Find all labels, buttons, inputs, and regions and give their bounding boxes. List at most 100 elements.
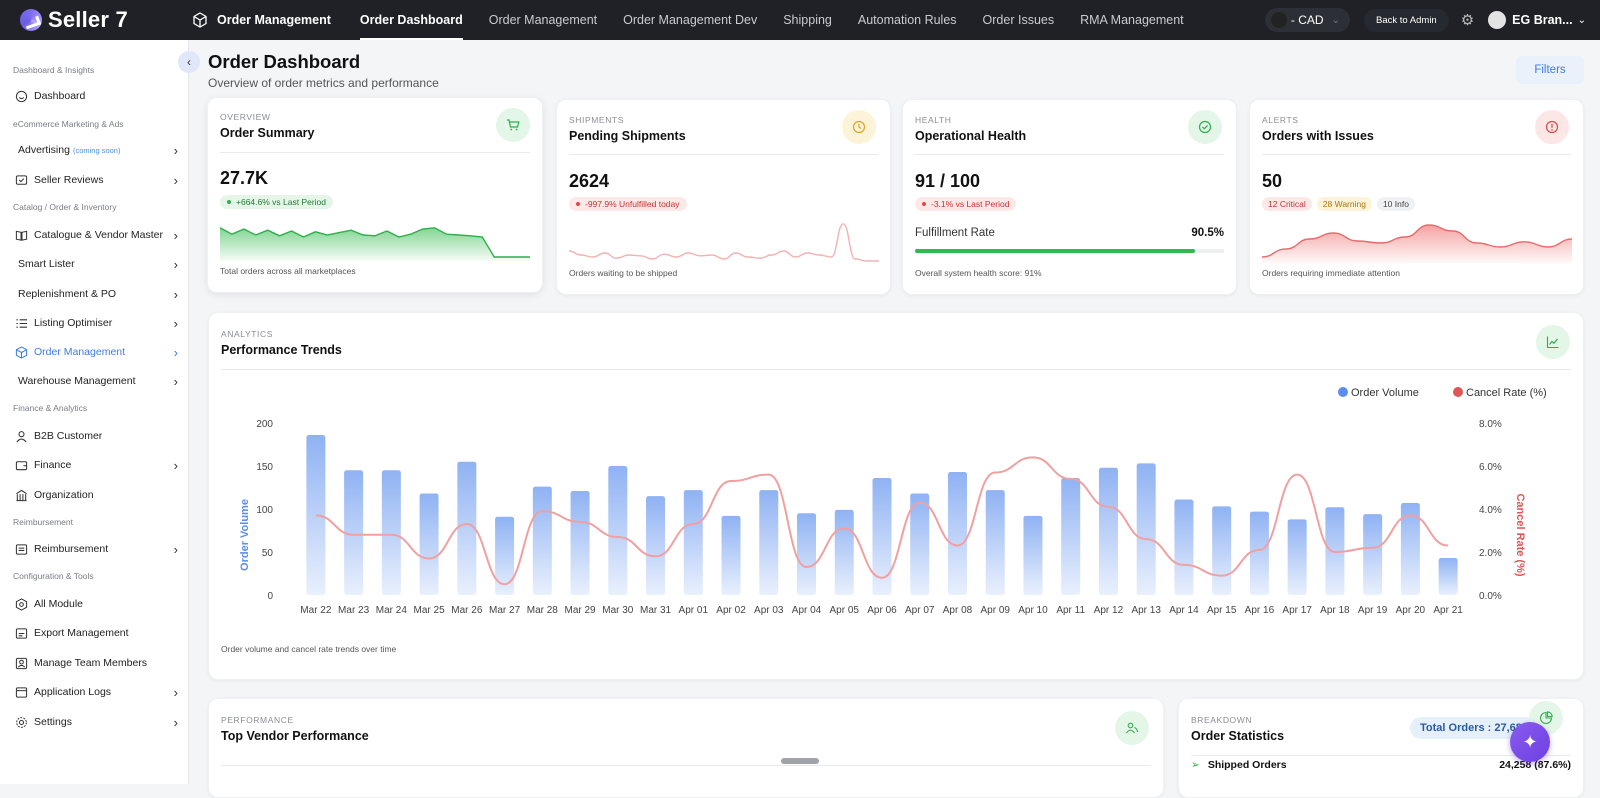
order-volume-bar: [721, 515, 741, 595]
card-divider: [220, 152, 530, 153]
list-icon: [14, 316, 28, 330]
sidebar-section-title: eCommerce Marketing & Ads: [13, 119, 124, 129]
page-title: Order Dashboard: [208, 51, 361, 72]
x-tick-label: Apr 19: [1358, 605, 1388, 616]
sidebar-item-order-management[interactable]: Order Management ›: [14, 342, 182, 362]
sidebar-item-label: Replenishment & PO: [18, 288, 117, 300]
back-to-admin-button[interactable]: Back to Admin: [1363, 8, 1449, 32]
sidebar-item-dashboard[interactable]: Dashboard: [14, 86, 182, 106]
sidebar-item-label: Seller Reviews: [34, 174, 104, 186]
sidebar-item-team-members[interactable]: Manage Team Members: [14, 653, 182, 673]
card-footnote: Order volume and cancel rate trends over…: [221, 644, 397, 654]
x-tick-label: Mar 28: [527, 605, 559, 616]
order-volume-bar: [495, 516, 515, 595]
currency-selector[interactable]: - CAD ⌄: [1264, 8, 1350, 32]
sidebar-item-finance[interactable]: Finance ›: [14, 455, 182, 475]
sidebar-item-advertising[interactable]: Advertising (coming soon) ›: [14, 140, 182, 160]
y-tick-right: 2.0%: [1479, 548, 1502, 559]
top-right-controls: - CAD ⌄ Back to Admin ⚙ EG Bran... ⌄: [1264, 0, 1586, 40]
send-icon: ➢: [1191, 759, 1200, 771]
scroll-handle[interactable]: [781, 758, 819, 764]
order-volume-bar: [1174, 499, 1194, 595]
check-circle-icon: [1188, 110, 1222, 144]
sidebar-item-smart-lister[interactable]: Smart Lister ›: [14, 254, 182, 274]
flag-icon: [1270, 12, 1287, 28]
order-volume-bar: [457, 461, 477, 595]
sidebar-item-app-logs[interactable]: Application Logs ›: [14, 682, 182, 702]
operational-health-card: HEALTH Operational Health 91 / 100 -3.1%…: [902, 99, 1237, 295]
order-summary-card: OVERVIEW Order Summary 27.7K +664.6% vs …: [207, 97, 543, 293]
card-title: Operational Health: [915, 129, 1027, 143]
sidebar-item-replenishment[interactable]: Replenishment & PO ›: [14, 284, 182, 304]
tab-shipping[interactable]: Shipping: [783, 13, 832, 27]
x-tick-label: Apr 01: [679, 605, 709, 616]
collapse-sidebar-button[interactable]: ‹: [178, 51, 200, 73]
wallet-icon: [14, 458, 28, 472]
sparkle-icon: ✦: [1522, 731, 1538, 752]
order-summary-sparkline: [220, 227, 530, 261]
sidebar-item-all-module[interactable]: All Module: [14, 594, 182, 614]
fulfillment-rate-bar: [915, 249, 1224, 253]
chart-legend: Order Volume Cancel Rate (%): [1338, 387, 1547, 399]
users-icon: [1115, 711, 1149, 745]
order-volume-bar: [419, 493, 439, 595]
x-tick-label: Mar 22: [300, 605, 332, 616]
sidebar-item-label: Smart Lister: [18, 258, 75, 270]
sidebar-section-title: Finance & Analytics: [13, 403, 88, 413]
y-axis-label-right: Cancel Rate (%): [1514, 493, 1526, 576]
shipped-orders-row: ➢ Shipped Orders: [1191, 759, 1287, 771]
order-volume-bar: [646, 496, 666, 595]
sidebar-item-catalogue[interactable]: Catalogue & Vendor Master ›: [14, 225, 182, 245]
sidebar-item-export[interactable]: Export Management: [14, 623, 182, 643]
order-volume-bar: [947, 472, 967, 595]
x-tick-label: Apr 08: [943, 605, 973, 616]
x-tick-label: Apr 12: [1094, 605, 1124, 616]
tab-order-management-dev[interactable]: Order Management Dev: [623, 13, 758, 27]
tab-order-issues[interactable]: Order Issues: [982, 13, 1055, 27]
alert-circle-icon: [1535, 110, 1569, 144]
receipt-icon: [14, 542, 28, 556]
chevron-down-icon: ⌄: [1577, 14, 1586, 26]
order-volume-bar: [1287, 519, 1307, 595]
sidebar-item-seller-reviews[interactable]: Seller Reviews ›: [14, 170, 182, 190]
app-logo[interactable]: Seller 7: [20, 7, 168, 33]
filters-button[interactable]: Filters: [1516, 56, 1584, 84]
y-tick-left: 200: [256, 419, 273, 430]
performance-trends-chart: Order Volume Cancel Rate (%) Order Volum…: [239, 387, 1547, 616]
sidebar-section-title: Dashboard & Insights: [13, 65, 95, 75]
order-volume-bar: [985, 490, 1005, 595]
tab-rma-management[interactable]: RMA Management: [1080, 13, 1184, 27]
chevron-right-icon: ›: [173, 227, 178, 243]
order-volume-bar: [1098, 467, 1118, 595]
chevron-right-icon: ›: [173, 684, 178, 700]
sidebar-item-settings[interactable]: Settings ›: [14, 712, 182, 732]
tab-automation-rules[interactable]: Automation Rules: [857, 13, 957, 27]
sidebar-item-warehouse[interactable]: Warehouse Management ›: [14, 371, 182, 391]
card-eyebrow: SHIPMENTS: [569, 115, 624, 125]
user-menu[interactable]: EG Bran... ⌄: [1488, 11, 1586, 29]
card-eyebrow: ANALYTICS: [221, 329, 274, 339]
tab-order-dashboard[interactable]: Order Dashboard: [347, 0, 476, 40]
operational-health-delta: -3.1% vs Last Period: [915, 197, 1017, 211]
module-switcher[interactable]: Order Management: [192, 12, 331, 28]
card-divider: [569, 154, 878, 155]
sidebar-item-organization[interactable]: Organization: [14, 485, 182, 505]
card-divider: [1191, 755, 1571, 756]
cube-icon: [14, 345, 28, 359]
chevron-right-icon: ›: [173, 714, 178, 730]
chevron-left-icon: ‹: [187, 55, 191, 69]
sidebar-item-reimbursement[interactable]: Reimbursement ›: [14, 539, 182, 559]
order-volume-bar: [1061, 478, 1081, 595]
order-volume-bar: [1136, 463, 1156, 595]
cart-icon: [496, 108, 530, 142]
critical-tag: 12 Critical: [1262, 197, 1312, 211]
x-tick-label: Apr 16: [1245, 605, 1275, 616]
sidebar-item-b2b-customer[interactable]: B2B Customer: [14, 426, 182, 446]
chevron-right-icon: ›: [173, 315, 178, 331]
sidebar-section-title: Configuration & Tools: [13, 571, 94, 581]
gear-icon[interactable]: ⚙: [1460, 12, 1475, 29]
ai-assistant-button[interactable]: ✦: [1510, 722, 1550, 762]
tab-order-management[interactable]: Order Management: [488, 13, 598, 27]
sidebar-item-listing-optimiser[interactable]: Listing Optimiser ›: [14, 313, 182, 333]
chevron-down-icon: ⌄: [1331, 14, 1340, 26]
